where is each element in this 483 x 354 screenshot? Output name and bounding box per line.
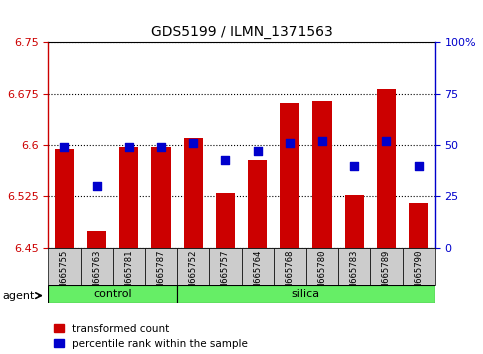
Bar (274, 248, 306, 285)
Point (93, 183, 100, 189)
Text: GSM665757: GSM665757 (221, 250, 230, 298)
Point (415, 163, 423, 169)
Bar (338, 248, 370, 285)
Bar (209, 248, 242, 285)
Point (383, 138, 390, 144)
Bar (184, 138, 203, 248)
Bar (216, 193, 235, 248)
Bar (344, 195, 364, 248)
Bar (402, 248, 435, 285)
Bar (248, 160, 267, 248)
Bar (48, 248, 81, 285)
Legend: transformed count, percentile rank within the sample: transformed count, percentile rank withi… (54, 324, 248, 349)
Bar (177, 285, 435, 303)
Point (254, 148, 261, 154)
Bar (81, 248, 113, 285)
Bar (409, 203, 428, 248)
Text: GSM665781: GSM665781 (124, 250, 133, 298)
Text: GSM665790: GSM665790 (414, 250, 423, 298)
Bar (306, 248, 338, 285)
Bar (151, 147, 170, 248)
Text: GSM665764: GSM665764 (253, 250, 262, 298)
Bar (280, 103, 299, 248)
Bar (55, 149, 74, 248)
Text: GSM665755: GSM665755 (60, 250, 69, 298)
Bar (377, 89, 396, 248)
Bar (177, 248, 209, 285)
Bar (48, 285, 177, 303)
Point (350, 163, 358, 169)
Text: GSM665752: GSM665752 (189, 250, 198, 298)
Text: GSM665789: GSM665789 (382, 250, 391, 298)
Bar (313, 101, 332, 248)
Bar (370, 248, 402, 285)
Point (318, 138, 326, 144)
Text: agent: agent (2, 291, 35, 301)
Text: GSM665783: GSM665783 (350, 250, 359, 298)
Point (60, 144, 68, 150)
Text: control: control (93, 289, 132, 299)
Text: silica: silica (292, 289, 320, 299)
Point (125, 144, 133, 150)
Bar (145, 248, 177, 285)
Bar (242, 248, 274, 285)
Point (222, 157, 229, 162)
Bar (119, 147, 139, 248)
Title: GDS5199 / ILMN_1371563: GDS5199 / ILMN_1371563 (151, 25, 332, 39)
Text: GSM665780: GSM665780 (317, 250, 327, 298)
Text: GSM665768: GSM665768 (285, 250, 294, 298)
Text: GSM665787: GSM665787 (156, 250, 166, 298)
Text: GSM665763: GSM665763 (92, 250, 101, 298)
Point (157, 144, 165, 150)
Point (189, 140, 197, 146)
Point (286, 140, 294, 146)
Bar (87, 231, 106, 248)
Bar (113, 248, 145, 285)
